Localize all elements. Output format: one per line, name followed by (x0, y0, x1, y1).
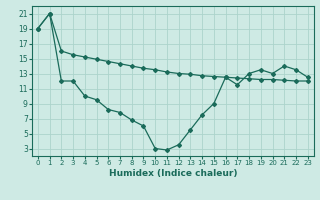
X-axis label: Humidex (Indice chaleur): Humidex (Indice chaleur) (108, 169, 237, 178)
